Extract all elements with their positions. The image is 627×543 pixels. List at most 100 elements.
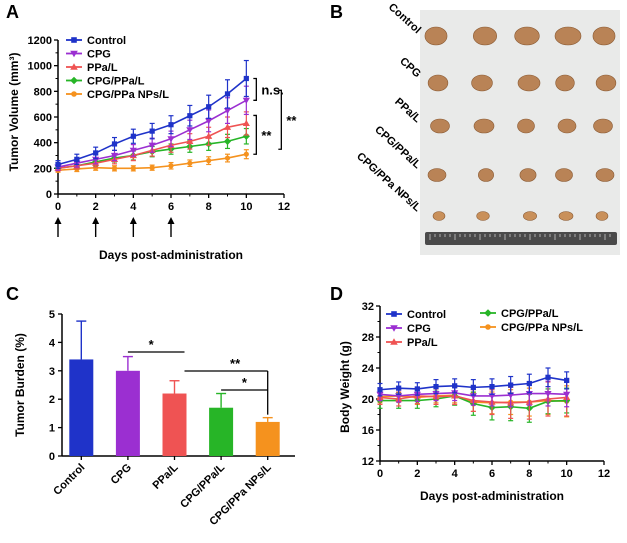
data-point — [55, 161, 61, 168]
data-point — [526, 380, 532, 387]
data-point — [508, 382, 514, 388]
x-tick-label: 10 — [240, 201, 252, 213]
x-tick-label: 8 — [206, 201, 212, 213]
bar-cpg — [115, 370, 140, 456]
tumor-specimen — [517, 118, 535, 134]
data-point — [205, 132, 213, 139]
tumor-specimen — [514, 26, 540, 46]
tumor-specimen — [473, 118, 495, 134]
x-tick-label: 6 — [489, 468, 495, 480]
legend-marker — [70, 63, 78, 70]
tumor-specimen — [430, 118, 450, 134]
body-weight-xlabel: Days post-administration — [420, 489, 564, 503]
data-point — [564, 377, 570, 383]
y-tick-label: 4 — [49, 337, 56, 349]
photo-background — [420, 10, 620, 255]
x-tick-label: 12 — [598, 468, 610, 480]
tumor-specimen — [471, 74, 493, 92]
legend-marker — [390, 325, 398, 332]
data-point — [187, 160, 193, 166]
y-tick-label: 0 — [46, 189, 52, 201]
y-tick-label: 32 — [362, 301, 374, 313]
data-point — [544, 390, 552, 398]
significance-bracket — [278, 89, 282, 150]
tumor-specimen — [427, 168, 447, 182]
tumor-specimen — [476, 211, 490, 221]
tumor-burden-ylabel: Tumor Burden (%) — [13, 333, 27, 437]
x-tick-label: Control — [51, 462, 87, 498]
dosing-arrow-head — [129, 217, 137, 224]
data-point — [243, 75, 249, 82]
data-point — [168, 122, 174, 128]
data-point — [74, 156, 80, 162]
y-tick-label: 200 — [34, 163, 52, 175]
significance-bracket — [253, 77, 257, 101]
x-tick-label: 4 — [452, 468, 459, 480]
legend-label: Control — [87, 35, 126, 47]
chart-tumor-burden: Tumor Burden (%) 0 1 2 3 4 5 Control CPG PPa/LCP… — [13, 309, 295, 528]
data-point — [452, 383, 458, 389]
legend-marker — [391, 311, 397, 317]
legend-marker — [484, 309, 492, 317]
y-tick-label: 28 — [362, 332, 374, 344]
x-tick-label: 8 — [526, 468, 532, 480]
data-point — [396, 385, 402, 391]
data-point — [129, 147, 137, 154]
x-tick-label: CPG/PPa/L — [178, 461, 227, 510]
y-tick-label: 0 — [49, 451, 55, 463]
data-point — [167, 136, 175, 143]
significance-bracket — [253, 114, 257, 155]
x-tick-label: 6 — [168, 201, 174, 213]
photo-label-0: Control — [386, 1, 423, 36]
annotation-ns: n.s. — [261, 82, 283, 97]
x-tick-label: CPG — [109, 462, 134, 487]
dosing-arrow-head — [54, 217, 62, 224]
data-point — [186, 137, 194, 144]
data-point — [242, 119, 250, 127]
annotation-double-star: ** — [286, 113, 297, 128]
x-tick-label: 0 — [55, 201, 61, 213]
y-tick-label: 1000 — [28, 61, 52, 73]
tumor-specimen — [478, 168, 494, 182]
data-point — [470, 384, 476, 390]
y-tick-label: 400 — [34, 138, 52, 150]
data-point — [223, 137, 232, 145]
data-point — [489, 384, 495, 390]
legend-label: CPG/PPa NPs/L — [87, 89, 169, 101]
tumor-specimen — [472, 26, 497, 46]
body-weight-ylabel: Body Weight (g) — [338, 341, 352, 433]
data-point — [149, 128, 155, 134]
y-tick-label: 24 — [362, 363, 375, 375]
annotation-double-star: ** — [230, 356, 241, 371]
tumor-specimen — [427, 74, 449, 92]
legend-label: PPa/L — [407, 337, 438, 349]
data-point — [414, 386, 420, 392]
data-point — [148, 142, 156, 149]
legend-marker — [71, 37, 77, 43]
y-tick-label: 20 — [362, 394, 374, 406]
tumor-specimen — [554, 26, 582, 46]
legend-marker — [485, 324, 491, 330]
data-point — [111, 141, 118, 147]
data-point — [187, 113, 193, 119]
ruler-ticks — [429, 234, 611, 240]
series-control — [377, 367, 570, 397]
tumor-specimen — [523, 211, 537, 221]
panel-letter-a: A — [6, 2, 19, 22]
y-tick-label: 600 — [34, 112, 52, 124]
photo-label-3: CPG/PPa/L — [372, 124, 423, 172]
x-tick-label: 2 — [414, 468, 420, 480]
y-tick-label: 2 — [49, 394, 55, 406]
legend-label: CPG/PPa/L — [87, 76, 145, 88]
data-point — [224, 91, 231, 97]
annotation-star: * — [242, 375, 248, 390]
dosing-arrow-head — [92, 217, 100, 224]
data-point — [545, 374, 551, 380]
y-tick-label: 3 — [49, 366, 55, 378]
bar-cpg-ppa-nps-l — [255, 421, 280, 456]
body-weight-legend: Control CPG PPa/L CPG/PPa/L CPG/PPa NPs/L — [386, 308, 583, 349]
data-point — [186, 127, 194, 134]
